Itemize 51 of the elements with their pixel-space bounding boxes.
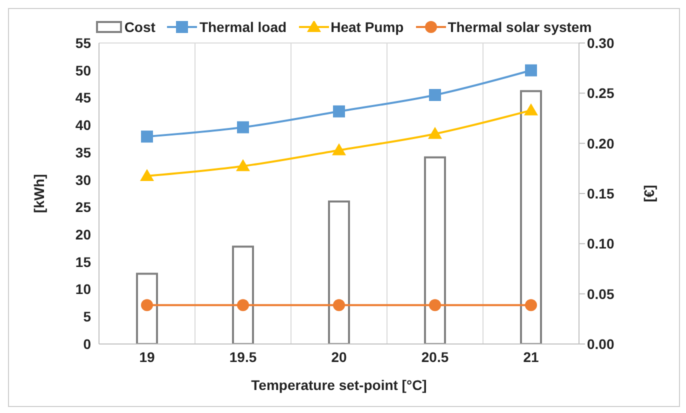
point bbox=[525, 299, 537, 312]
y2-tick-label: 0.00 bbox=[587, 336, 614, 352]
y-tick-label: 0 bbox=[83, 336, 92, 352]
point bbox=[429, 88, 441, 101]
y2-tick-label: 0.30 bbox=[587, 34, 614, 51]
point bbox=[237, 299, 249, 312]
x-tick-label: 20.5 bbox=[421, 348, 449, 365]
y-tick-label: 25 bbox=[75, 199, 92, 216]
x-tick-label: 19 bbox=[139, 348, 155, 365]
y-axis-title: [kWh] bbox=[30, 174, 47, 213]
point bbox=[141, 130, 153, 143]
bar bbox=[520, 90, 542, 344]
bar bbox=[424, 156, 446, 344]
legend-label: Heat Pump bbox=[330, 19, 404, 35]
point bbox=[428, 126, 442, 139]
legend-label: Thermal solar system bbox=[448, 19, 592, 35]
y-tick-label: 5 bbox=[83, 308, 92, 325]
y-tick-label: 15 bbox=[75, 254, 92, 270]
point bbox=[429, 299, 441, 312]
y2-tick-label: 0.10 bbox=[587, 236, 614, 252]
y2-tick-label: 0.25 bbox=[587, 85, 614, 102]
point bbox=[140, 168, 154, 181]
bar bbox=[232, 246, 254, 344]
point bbox=[524, 103, 538, 116]
y-tick-label: 45 bbox=[75, 90, 92, 106]
y-tick-label: 50 bbox=[75, 62, 92, 78]
point bbox=[332, 143, 346, 156]
point bbox=[236, 159, 250, 172]
point bbox=[237, 121, 249, 134]
bar bbox=[136, 272, 158, 344]
legend-label: Cost bbox=[124, 19, 156, 35]
point bbox=[141, 299, 153, 312]
y2-tick-label: 0.20 bbox=[587, 135, 614, 152]
y-tick-label: 35 bbox=[75, 144, 92, 160]
x-axis-title: Temperature set-point [°C] bbox=[251, 377, 427, 393]
y-tick-label: 10 bbox=[75, 281, 92, 298]
y2-axis-title: [€] bbox=[640, 184, 657, 202]
y2-tick-label: 0.05 bbox=[587, 286, 614, 302]
legend-label: Thermal load bbox=[199, 19, 287, 35]
y-tick-label: 30 bbox=[75, 172, 92, 188]
x-tick-label: 20 bbox=[331, 348, 347, 365]
y-tick-label: 55 bbox=[75, 34, 92, 51]
y2-tick-label: 0.15 bbox=[587, 185, 614, 202]
x-tick-label: 19.5 bbox=[229, 348, 257, 365]
y-tick-label: 40 bbox=[75, 117, 92, 134]
point bbox=[333, 105, 345, 118]
bar bbox=[328, 200, 350, 344]
y-tick-label: 20 bbox=[75, 226, 92, 243]
point bbox=[333, 299, 345, 312]
x-tick-label: 21 bbox=[523, 348, 539, 365]
point bbox=[525, 64, 537, 76]
